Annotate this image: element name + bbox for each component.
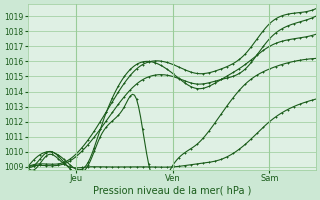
X-axis label: Pression niveau de la mer( hPa ): Pression niveau de la mer( hPa ) [92, 186, 251, 196]
